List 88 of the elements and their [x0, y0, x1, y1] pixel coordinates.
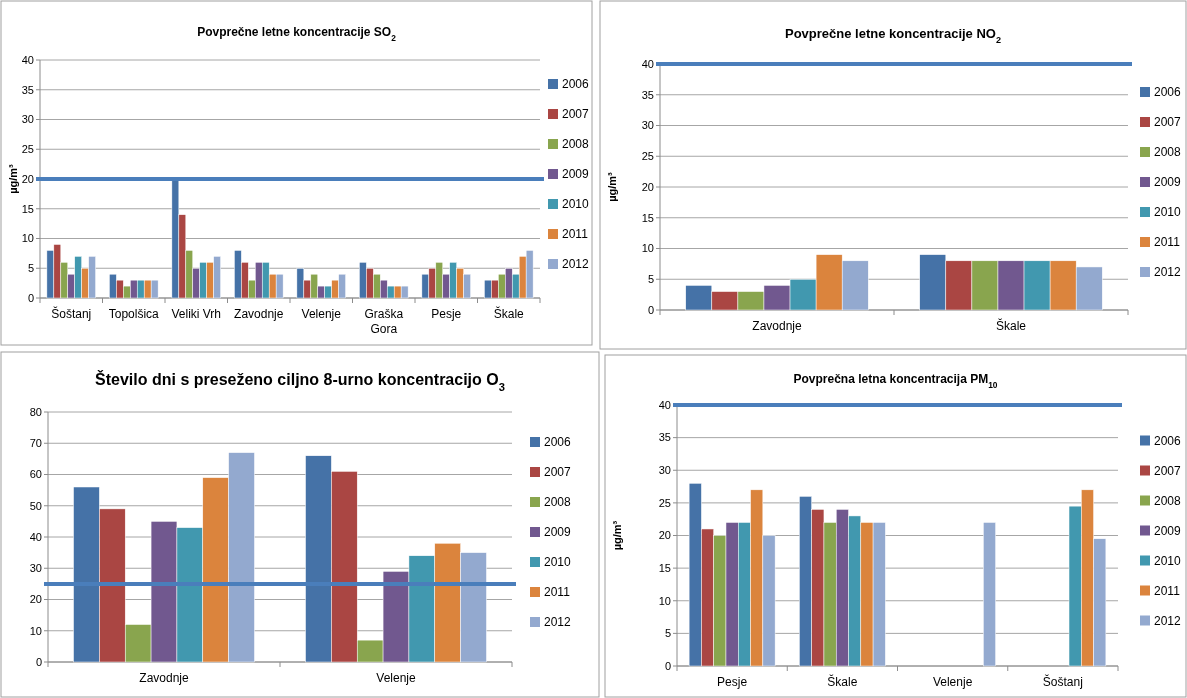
x-tick-label: Šoštanj: [51, 306, 92, 321]
legend-label: 2008: [544, 495, 572, 510]
y-tick-label: 30: [658, 464, 671, 477]
y-tick-label: 35: [21, 83, 34, 96]
legend-label: 2008: [1154, 145, 1182, 160]
y-tick-label: 20: [29, 593, 42, 606]
y-tick-label: 0: [35, 655, 42, 668]
legend-label: 2006: [1154, 85, 1182, 100]
legend-label: 2010: [544, 555, 572, 570]
x-tick-label: Velenje: [376, 671, 417, 685]
legend-label: 2009: [544, 525, 572, 540]
y-tick-label: 30: [21, 113, 34, 126]
legend-label: 2009: [1154, 175, 1182, 190]
x-tick-label: Pesje: [431, 307, 462, 321]
y-axis-title: µg/m³: [611, 520, 623, 551]
y-tick-label: 60: [29, 468, 42, 481]
legend-label: 2009: [562, 167, 590, 182]
y-tick-label: 10: [29, 624, 42, 637]
legend-label: 2008: [1154, 493, 1182, 508]
chart-title: Povprečne letne koncentracije SO$_{2}$: [197, 25, 397, 43]
y-tick-label: 5: [664, 627, 671, 640]
legend-label: 2006: [562, 77, 590, 92]
legend-label: 2007: [544, 465, 572, 480]
x-tick-label: Topolšica: [108, 307, 160, 321]
y-tick-label: 40: [658, 398, 671, 411]
x-tick-label: Velenje: [932, 675, 973, 689]
chart-title: Povprečna letna koncentracija PM$_{10}$: [793, 372, 998, 390]
x-tick-label: Graška Gora: [364, 307, 404, 336]
x-tick-label: Velenje: [301, 307, 342, 321]
y-tick-label: 35: [658, 431, 671, 444]
legend-label: 2011: [562, 227, 589, 242]
x-tick-label: Zavodnje: [752, 319, 802, 333]
bar: [983, 522, 996, 667]
y-tick-label: 0: [27, 291, 34, 304]
y-tick-label: 30: [641, 119, 654, 132]
y-tick-label: 10: [21, 232, 34, 245]
y-tick-label: 0: [664, 659, 671, 672]
y-tick-label: 15: [21, 202, 34, 215]
x-tick-label: Zavodnje: [234, 307, 284, 321]
y-tick-label: 25: [21, 143, 34, 156]
y-tick-label: 25: [658, 496, 671, 509]
x-tick-label: Zavodnje: [139, 671, 189, 685]
y-tick-label: 40: [29, 530, 42, 543]
y-tick-label: 5: [27, 262, 34, 275]
y-tick-label: 25: [641, 150, 654, 163]
legend-label: 2008: [562, 137, 590, 152]
y-tick-label: 40: [21, 53, 34, 66]
legend-label: 2009: [1154, 523, 1182, 538]
legend-label: 2012: [562, 257, 590, 272]
y-tick-label: 0: [647, 303, 654, 316]
legend-label: 2006: [544, 435, 572, 450]
legend-label: 2010: [562, 197, 590, 212]
x-tick-label: Škale: [995, 318, 1027, 333]
y-tick-label: 10: [641, 242, 654, 255]
y-tick-label: 30: [29, 562, 42, 575]
legend-label: 2007: [562, 107, 590, 122]
y-tick-label: 20: [641, 180, 654, 193]
x-tick-label: Škale: [493, 306, 525, 321]
x-tick-label: Šoštanj: [1042, 674, 1083, 689]
y-tick-label: 80: [29, 405, 42, 418]
chart-title: Povprečne letne koncentracije NO$_{2}$: [784, 26, 1002, 45]
x-tick-label: Veliki Vrh: [171, 307, 222, 321]
legend-label: 2012: [1154, 613, 1182, 628]
y-tick-label: 5: [647, 273, 654, 286]
legend-label: 2006: [1154, 433, 1182, 448]
y-tick-label: 50: [29, 499, 42, 512]
y-tick-label: 15: [641, 211, 654, 224]
x-tick-label: Pesje: [717, 675, 748, 689]
legend-label: 2011: [544, 585, 571, 600]
legend-label: 2011: [1154, 235, 1181, 250]
y-axis-title: µg/m³: [606, 171, 618, 202]
legend-label: 2010: [1154, 205, 1182, 220]
legend-label: 2012: [1154, 265, 1182, 280]
legend-label: 2007: [1154, 115, 1182, 130]
y-tick-label: 70: [29, 437, 42, 450]
y-tick-label: 35: [641, 88, 654, 101]
legend-label: 2011: [1154, 583, 1181, 598]
legend-label: 2012: [544, 615, 572, 630]
legend-label: 2010: [1154, 553, 1182, 568]
y-tick-label: 15: [658, 561, 671, 574]
legend-label: 2007: [1154, 463, 1182, 478]
y-axis-title: µg/m³: [7, 163, 19, 194]
y-tick-label: 20: [658, 529, 671, 542]
y-tick-label: 40: [641, 57, 654, 70]
x-tick-label: Škale: [827, 674, 858, 689]
y-tick-label: 10: [658, 594, 671, 607]
chart-title: Število dni s preseženo ciljno 8-urno koncentracijo O$_{3}$: [95, 370, 505, 393]
y-tick-label: 20: [21, 172, 34, 185]
